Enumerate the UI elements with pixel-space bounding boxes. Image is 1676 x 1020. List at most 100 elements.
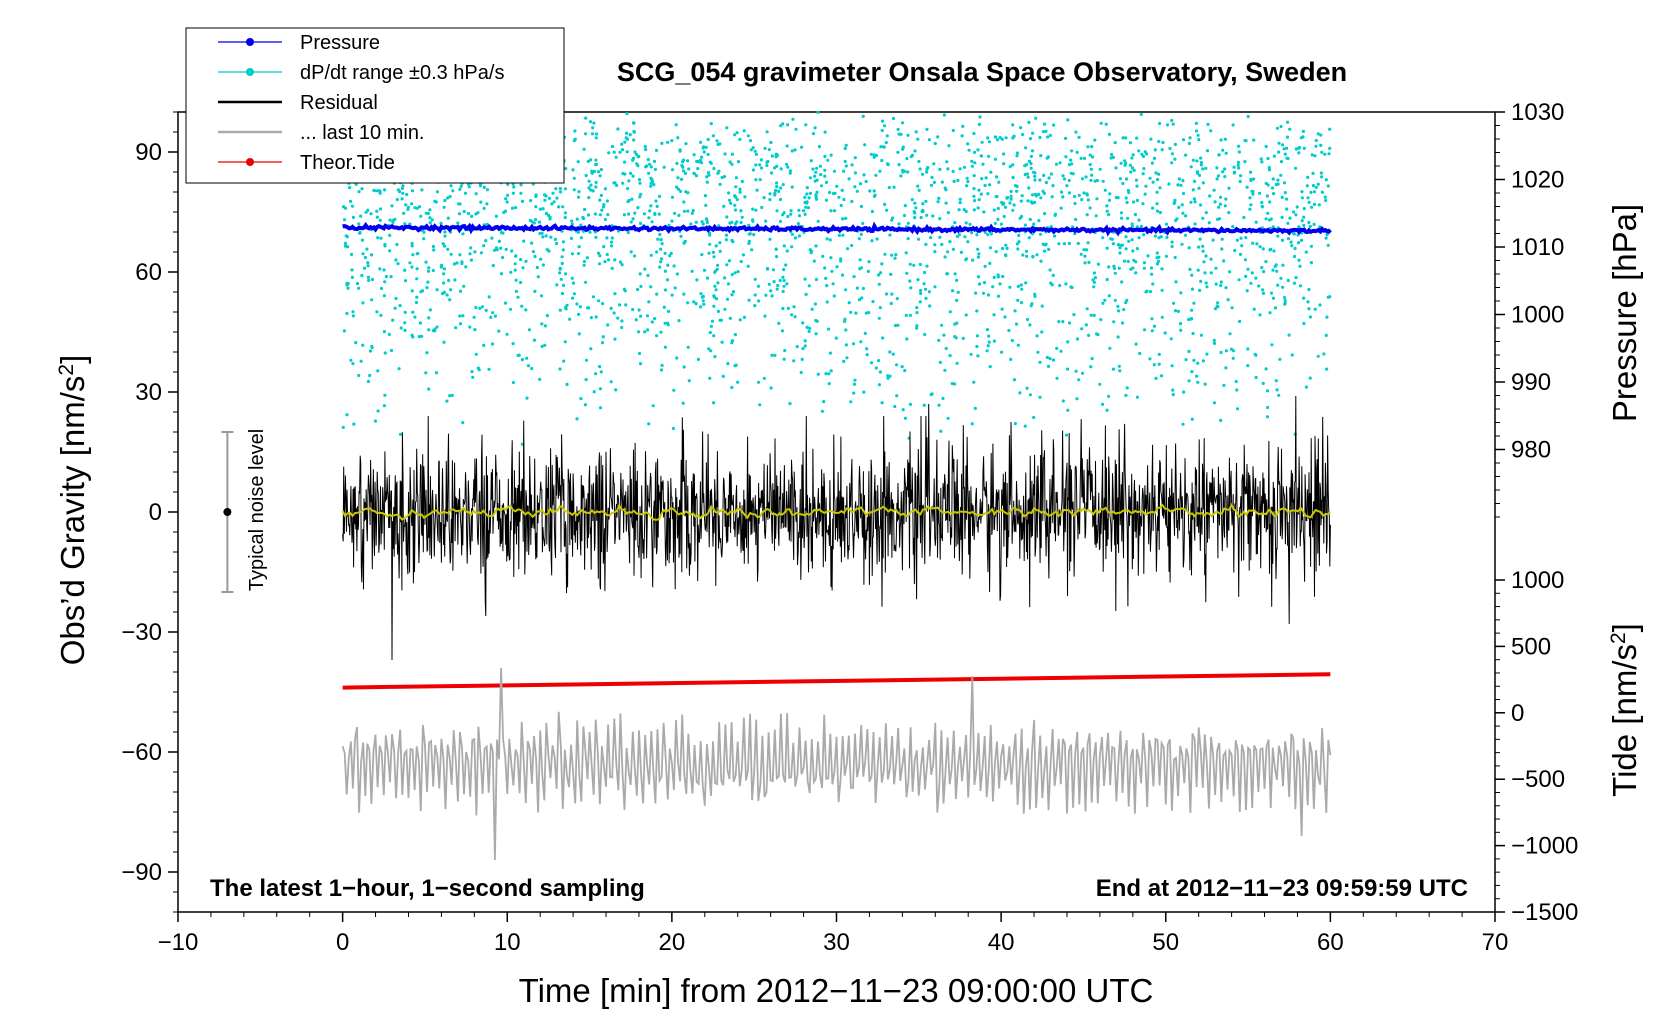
- dpdt-point: [365, 247, 369, 251]
- dpdt-point: [662, 165, 666, 169]
- chart-title: SCG_054 gravimeter Onsala Space Observat…: [617, 57, 1347, 87]
- dpdt-point: [1023, 223, 1027, 227]
- dpdt-point: [880, 158, 884, 163]
- dpdt-point: [1036, 350, 1040, 354]
- dpdt-point: [980, 177, 984, 181]
- dpdt-point: [1325, 315, 1329, 319]
- dpdt-point: [426, 269, 431, 273]
- dpdt-point: [413, 315, 417, 319]
- dpdt-point: [781, 306, 785, 311]
- dpdt-point: [995, 138, 1000, 142]
- dpdt-point: [785, 249, 789, 253]
- dpdt-point: [1184, 358, 1188, 362]
- dpdt-point: [1004, 136, 1008, 140]
- dpdt-point: [584, 378, 588, 382]
- dpdt-point: [394, 258, 398, 262]
- dpdt-point: [1094, 214, 1098, 218]
- dpdt-point: [1126, 188, 1130, 193]
- dpdt-point: [411, 335, 415, 339]
- dpdt-point: [519, 191, 523, 195]
- dpdt-point: [926, 165, 930, 170]
- dpdt-point: [1285, 156, 1289, 160]
- dpdt-point: [492, 248, 497, 252]
- dpdt-point: [1190, 308, 1194, 312]
- dpdt-point: [826, 158, 830, 162]
- dpdt-point: [1192, 358, 1196, 362]
- dpdt-point: [538, 377, 542, 381]
- dpdt-point: [514, 289, 519, 293]
- residual-series: [342, 395, 1331, 661]
- dpdt-point: [860, 296, 864, 300]
- dpdt-point: [1243, 258, 1247, 262]
- dpdt-point: [783, 348, 787, 353]
- dpdt-point: [493, 314, 497, 318]
- dpdt-point: [819, 184, 824, 188]
- dpdt-point: [1155, 262, 1160, 266]
- dpdt-point: [383, 188, 387, 192]
- dpdt-point: [1133, 212, 1137, 217]
- dpdt-point: [612, 181, 616, 185]
- dpdt-point: [599, 370, 603, 374]
- dpdt-point: [1212, 341, 1217, 345]
- dpdt-point: [682, 292, 686, 296]
- dpdt-point: [594, 136, 598, 140]
- dpdt-point: [1135, 184, 1139, 188]
- dpdt-point: [426, 211, 430, 215]
- dpdt-point: [543, 343, 547, 347]
- dpdt-point: [1286, 221, 1290, 225]
- dpdt-point: [989, 232, 993, 236]
- dpdt-point: [592, 390, 596, 394]
- dpdt-point: [1042, 122, 1047, 126]
- dpdt-point: [754, 152, 759, 156]
- dpdt-point: [943, 255, 947, 259]
- dpdt-point: [560, 261, 564, 266]
- dpdt-point: [620, 319, 624, 323]
- dpdt-point: [682, 241, 686, 245]
- dpdt-point: [696, 357, 701, 361]
- dpdt-point: [837, 195, 841, 199]
- dpdt-point: [985, 328, 990, 332]
- dpdt-point: [862, 390, 866, 394]
- dpdt-point: [718, 182, 722, 186]
- dpdt-point: [843, 146, 847, 151]
- dpdt-point: [819, 173, 823, 177]
- dpdt-point: [1306, 300, 1310, 304]
- dpdt-point: [1274, 379, 1278, 383]
- dpdt-point: [977, 282, 982, 286]
- dpdt-point: [1214, 282, 1218, 286]
- dpdt-point: [519, 257, 523, 262]
- dpdt-point: [739, 209, 743, 213]
- dpdt-point: [1093, 138, 1097, 142]
- dpdt-point: [634, 318, 638, 322]
- dpdt-point: [594, 372, 598, 376]
- dpdt-point: [916, 137, 920, 141]
- dpdt-point: [599, 193, 604, 197]
- dpdt-point: [962, 208, 966, 212]
- dpdt-point: [363, 255, 367, 260]
- dpdt-point: [985, 349, 989, 353]
- dpdt-point: [1020, 301, 1024, 305]
- dpdt-point: [1092, 280, 1096, 284]
- dpdt-point: [1008, 285, 1012, 289]
- dpdt-point: [1129, 267, 1133, 271]
- dpdt-point: [485, 202, 489, 206]
- dpdt-point: [1093, 179, 1097, 183]
- dpdt-point: [769, 289, 773, 293]
- dpdt-point: [1191, 331, 1195, 336]
- dpdt-point: [1105, 246, 1109, 250]
- dpdt-point: [823, 266, 827, 270]
- dpdt-point: [1107, 213, 1111, 217]
- dpdt-point: [945, 272, 949, 276]
- dpdt-point: [637, 308, 641, 312]
- dpdt-point: [864, 179, 868, 184]
- dpdt-point: [913, 211, 917, 215]
- dpdt-point: [457, 212, 462, 216]
- dpdt-point: [588, 120, 593, 124]
- dpdt-point: [1051, 184, 1055, 188]
- dpdt-point: [357, 286, 361, 290]
- dpdt-point: [540, 231, 544, 235]
- dpdt-point: [504, 197, 508, 201]
- dpdt-point: [1261, 381, 1265, 385]
- pressure-axis-title: Pressure [hPa]: [1606, 204, 1643, 422]
- dpdt-point: [1259, 157, 1263, 161]
